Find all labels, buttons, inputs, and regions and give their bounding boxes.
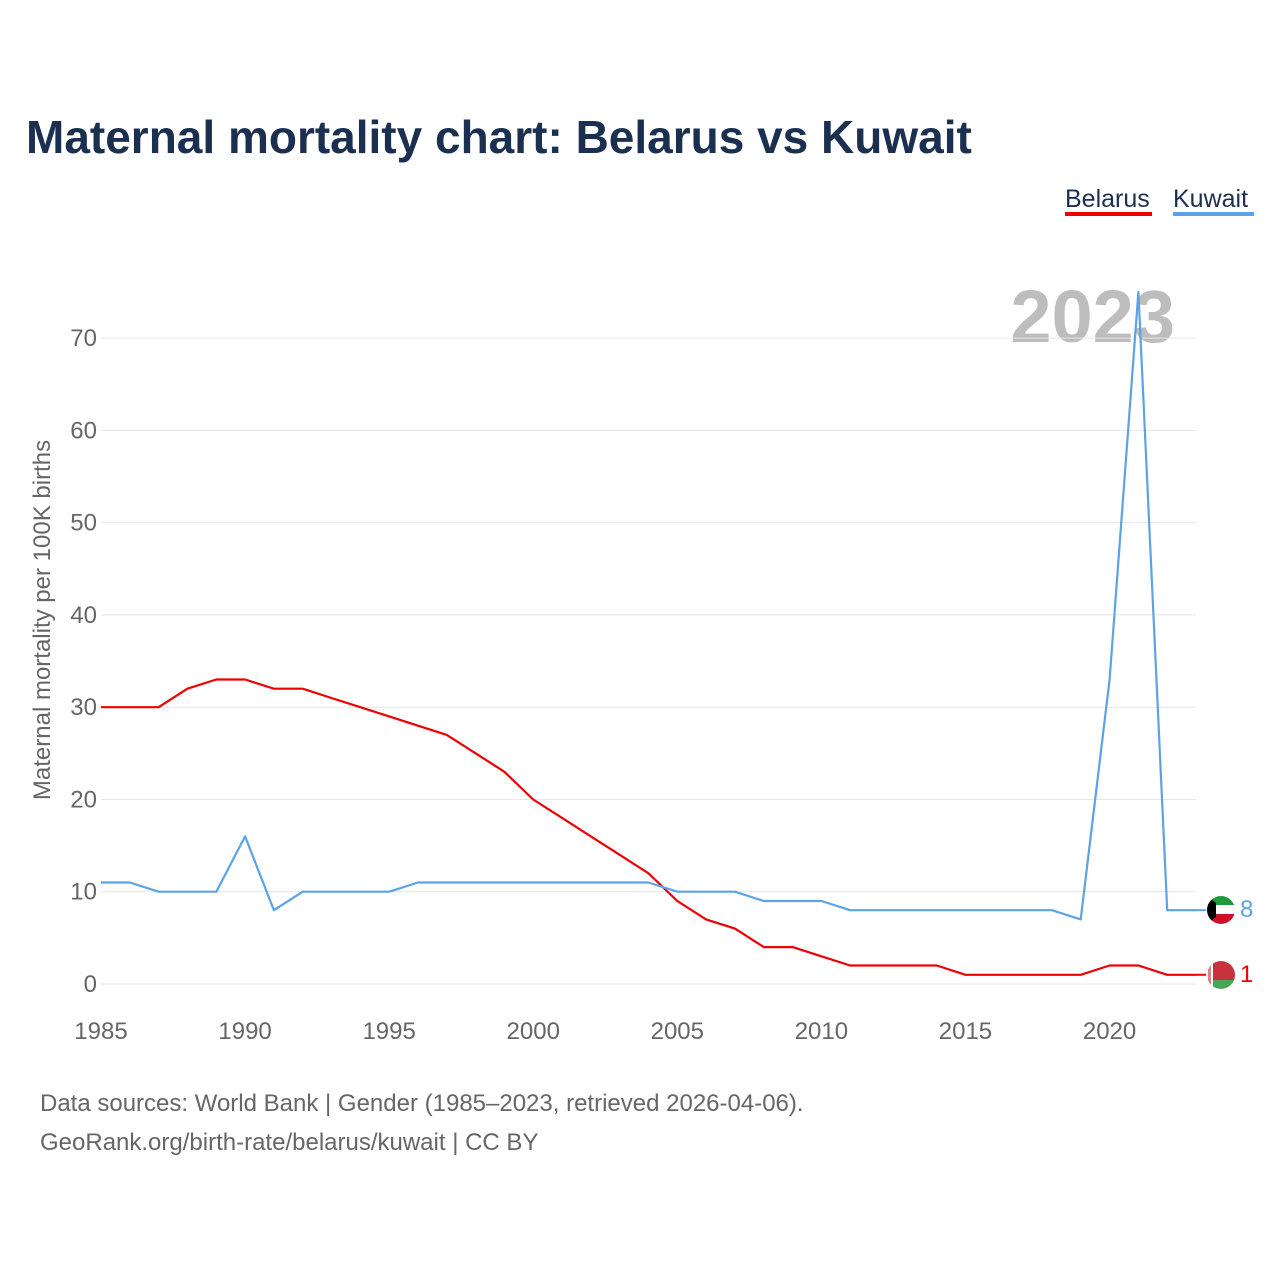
year-watermark: 2023: [1010, 275, 1175, 358]
x-axis-ticks: 1985 1990 1995 2000 2005 2010 2015 2020: [74, 1018, 1136, 1045]
x-tick-label: 1985: [74, 1018, 127, 1045]
series-line-kuwait[interactable]: [101, 290, 1196, 921]
gridlines: [101, 337, 1196, 985]
y-tick-label: 0: [84, 971, 97, 998]
y-tick-label: 70: [70, 325, 97, 352]
footer-sources: Data sources: World Bank | Gender (1985–…: [40, 1090, 804, 1117]
legend-label-belarus[interactable]: Belarus: [1065, 185, 1150, 213]
y-tick-label: 60: [70, 417, 97, 444]
y-tick-label: 50: [70, 510, 97, 537]
footer-link[interactable]: GeoRank.org/birth-rate/belarus/kuwait | …: [40, 1129, 538, 1156]
legend-label-kuwait[interactable]: Kuwait: [1173, 185, 1248, 213]
legend: Belarus Kuwait: [1065, 185, 1254, 216]
y-tick-label: 30: [70, 694, 97, 721]
series-lines: [101, 290, 1206, 976]
y-axis-ticks: 0 10 20 30 40 50 60 70: [70, 325, 97, 998]
legend-swatch-kuwait: [1173, 212, 1254, 216]
x-tick-label: 2010: [795, 1018, 848, 1045]
x-tick-label: 2015: [939, 1018, 992, 1045]
y-tick-label: 10: [70, 879, 97, 906]
series-line-belarus[interactable]: [101, 678, 1196, 976]
x-tick-label: 1995: [362, 1018, 415, 1045]
x-tick-label: 2020: [1083, 1018, 1136, 1045]
y-axis-label: Maternal mortality per 100K births: [29, 440, 56, 800]
y-tick-label: 20: [70, 786, 97, 813]
kuwait-flag-icon: [1207, 896, 1235, 924]
chart-title: Maternal mortality chart: Belarus vs Kuw…: [26, 111, 972, 163]
belarus-flag-icon: [1207, 961, 1235, 989]
x-tick-label: 2005: [651, 1018, 704, 1045]
kuwait-end-label: 8: [1240, 896, 1253, 923]
y-tick-label: 40: [70, 602, 97, 629]
x-tick-label: 1990: [218, 1018, 271, 1045]
x-tick-label: 2000: [507, 1018, 560, 1045]
belarus-end-label: 1: [1240, 961, 1253, 988]
legend-swatch-belarus: [1065, 212, 1152, 216]
